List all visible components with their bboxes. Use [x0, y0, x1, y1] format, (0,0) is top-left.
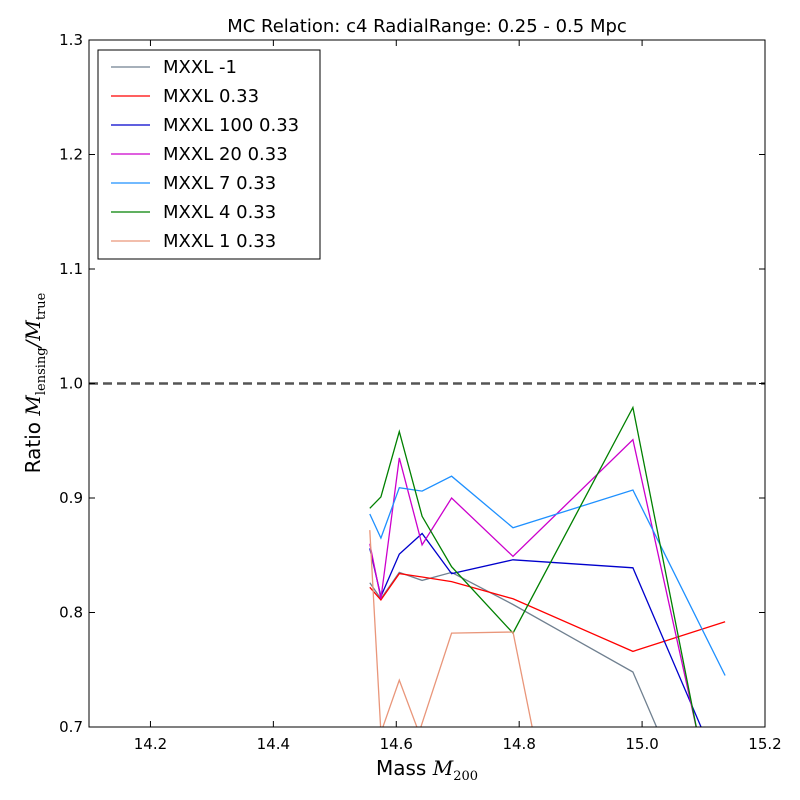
legend-label: MXXL 20 0.33	[163, 144, 288, 165]
y-tick-label: 0.9	[59, 489, 83, 507]
y-axis-label-slash: /	[21, 338, 45, 349]
legend-item: MXXL 7 0.33	[111, 173, 276, 194]
series-line-6	[369, 405, 697, 727]
y-axis-label-subscript-1: lensing	[34, 347, 49, 395]
legend-item: MXXL 100 0.33	[111, 115, 299, 136]
legend-label: MXXL 1 0.33	[163, 231, 276, 252]
y-tick-label: 1.0	[59, 375, 83, 393]
y-axis-label: Ratio Mlensing/Mtrue	[21, 292, 49, 473]
chart-title: MC Relation: c4 RadialRange: 0.25 - 0.5 …	[227, 16, 627, 37]
svg-text:Mass M200: Mass M200	[376, 756, 478, 784]
legend-item: MXXL -1	[111, 57, 237, 78]
y-axis-label-symbol-2: M	[21, 320, 45, 342]
x-axis-label-prefix: Mass	[376, 756, 433, 780]
legend-label: MXXL 4 0.33	[163, 202, 276, 223]
y-tick-label: 1.3	[59, 31, 83, 49]
y-tick-label: 0.7	[59, 718, 83, 736]
x-tick-label: 15.2	[748, 735, 781, 753]
y-axis-label-prefix: Ratio	[21, 416, 45, 474]
y-tick-label: 1.2	[59, 146, 83, 164]
x-axis-label-subscript: 200	[453, 769, 478, 784]
y-tick-label: 1.1	[59, 260, 83, 278]
x-tick-label: 15.0	[625, 735, 658, 753]
series-line-2	[369, 572, 726, 653]
legend: MXXL -1 MXXL 0.33 MXXL 100 0.33 MXXL 20 0.3…	[97, 49, 321, 260]
x-axis-label-symbol: M	[432, 756, 454, 780]
y-axis-label-subscript-2: true	[34, 292, 49, 320]
x-tick-label: 14.2	[134, 735, 167, 753]
x-tick-label: 14.6	[380, 735, 413, 753]
x-tick-label: 14.8	[502, 735, 535, 753]
tick-layer: 14.2 14.4 14.6 14.8 15.0 15.2 0.7 0.8 0.9 1.0 1.1 1…	[59, 31, 782, 753]
series-line-4	[369, 438, 697, 727]
legend-item: MXXL 20 0.33	[111, 144, 288, 165]
svg-text:Ratio Mlensing/Mtrue: Ratio Mlensing/Mtrue	[21, 292, 49, 473]
legend-label: MXXL 100 0.33	[163, 115, 299, 136]
legend-item: MXXL 4 0.33	[111, 202, 276, 223]
series-layer	[369, 405, 726, 727]
legend-label: MXXL 0.33	[163, 86, 259, 107]
legend-label: MXXL -1	[163, 57, 237, 78]
y-axis-label-symbol-1: M	[21, 395, 45, 417]
series-line-7	[369, 530, 533, 727]
x-axis-label: Mass M200	[376, 756, 478, 784]
x-tick-label: 14.4	[257, 735, 290, 753]
y-tick-label: 0.8	[59, 604, 83, 622]
legend-item: MXXL 1 0.33	[111, 231, 276, 252]
series-line-5	[369, 475, 726, 676]
series-line-3	[369, 532, 702, 727]
legend-item: MXXL 0.33	[111, 86, 259, 107]
legend-label: MXXL 7 0.33	[163, 173, 276, 194]
legend-items: MXXL -1 MXXL 0.33 MXXL 100 0.33 MXXL 20 0.3…	[111, 57, 299, 252]
